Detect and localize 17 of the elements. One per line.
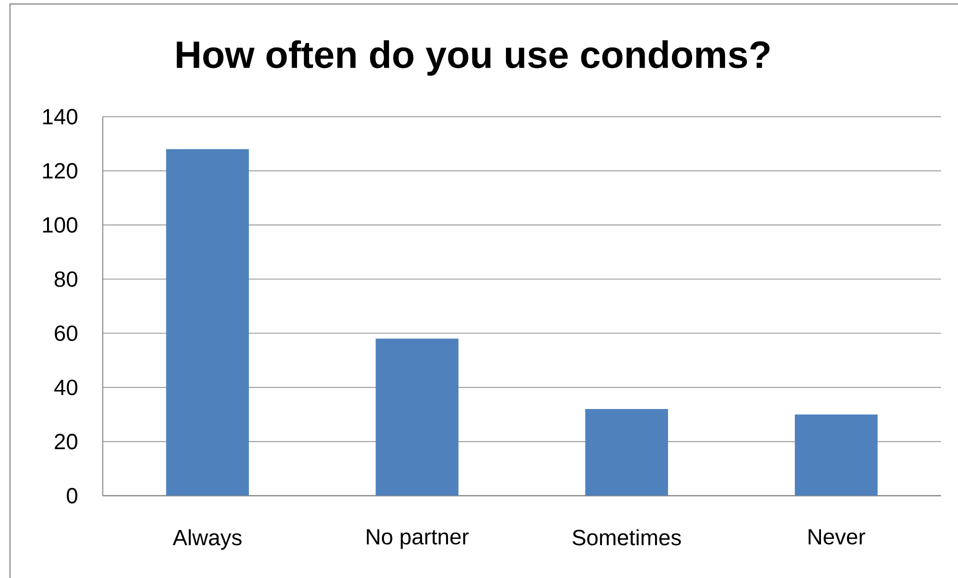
y-tick-label: 40 — [54, 380, 78, 396]
x-tick-label: Never — [808, 529, 866, 545]
y-tick-label: 100 — [43, 217, 78, 233]
bar — [166, 149, 249, 496]
y-tick-label: 120 — [43, 163, 78, 179]
y-tick-label: 60 — [54, 325, 78, 342]
y-tick-label: 20 — [54, 434, 78, 450]
bar — [585, 409, 668, 496]
y-tick-label: 80 — [54, 271, 78, 287]
bar — [376, 338, 458, 496]
chart-title: How often do you use condoms? — [176, 40, 770, 76]
x-tick-label: Sometimes — [572, 529, 681, 546]
y-tick-label: 140 — [43, 108, 78, 124]
y-tick-label: 0 — [66, 488, 78, 504]
x-tick-label: No partner — [366, 529, 469, 549]
x-tick-label: Always — [172, 529, 242, 550]
bar — [794, 414, 878, 496]
